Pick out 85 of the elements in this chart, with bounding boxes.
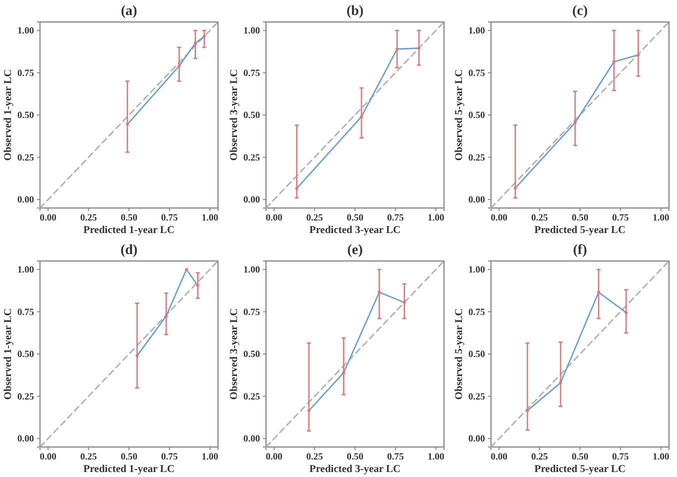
x-tick-label: 0.75 [612, 214, 630, 224]
chart-title: (d) [120, 243, 138, 258]
x-tick-label: 0.75 [386, 452, 404, 463]
line-series [126, 36, 205, 125]
x-tick-label: 0.50 [346, 214, 364, 224]
x-tick-label: 0.50 [346, 452, 364, 463]
y-axis-title: Observed 1-year LC [3, 308, 14, 400]
x-tick-label: 0.50 [572, 452, 589, 463]
y-tick-label: 1.00 [17, 265, 34, 276]
y-tick-label: 0.50 [468, 111, 486, 122]
y-tick-label: 0.00 [468, 434, 486, 445]
x-tick-label: 0.00 [40, 452, 57, 463]
y-tick-label: 0.50 [468, 350, 486, 360]
x-tick-label: 1.00 [427, 214, 444, 224]
x-tick-label: 0.50 [120, 214, 138, 224]
line-series [136, 268, 198, 356]
y-tick-label: 0.00 [17, 196, 34, 206]
x-tick-label: 0.00 [40, 214, 57, 224]
x-tick-label: 0.50 [572, 214, 589, 224]
y-tick-label: 1.00 [242, 26, 260, 36]
x-tick-label: 0.00 [265, 214, 282, 224]
x-axis-title: Predicted 3-year LC [308, 464, 400, 475]
x-axis-title: Predicted 5-year LC [534, 464, 626, 475]
y-axis-title: Observed 3-year LC [228, 69, 240, 161]
x-tick-label: 1.00 [652, 214, 670, 224]
y-tick-label: 0.25 [242, 392, 260, 402]
line-series [296, 48, 420, 190]
y-tick-label: 0.50 [17, 111, 34, 122]
y-tick-label: 0.00 [468, 196, 486, 206]
x-tick-label: 0.25 [531, 214, 548, 224]
line-series [514, 54, 639, 189]
y-axis-title: Observed 1-year LC [3, 69, 14, 161]
x-axis-title: Predicted 5-year LC [534, 225, 626, 236]
y-axis-title: Observed 3-year LC [228, 308, 240, 400]
y-tick-label: 0.25 [468, 153, 486, 164]
x-tick-label: 0.25 [531, 452, 548, 463]
chart-title: (a) [120, 4, 138, 19]
y-tick-label: 0.75 [468, 308, 486, 318]
point [184, 268, 188, 271]
chart-title: (b) [346, 4, 364, 19]
x-tick-label: 1.00 [427, 452, 444, 463]
x-tick-label: 1.00 [202, 452, 218, 463]
y-tick-label: 1.00 [468, 26, 486, 36]
x-tick-label: 0.00 [265, 452, 282, 463]
x-tick-label: 0.75 [386, 214, 404, 224]
y-tick-label: 0.00 [242, 434, 260, 445]
x-tick-label: 0.00 [490, 452, 508, 463]
chart-title: (c) [572, 4, 588, 19]
x-axis-title: Predicted 3-year LC [308, 225, 400, 236]
y-tick-label: 0.75 [242, 68, 260, 79]
x-tick-label: 0.50 [120, 452, 138, 463]
y-tick-label: 0.75 [17, 68, 34, 79]
x-axis-title: Predicted 1-year LC [83, 225, 175, 236]
x-tick-label: 0.75 [612, 452, 630, 463]
y-tick-label: 0.50 [17, 350, 34, 360]
line-series [526, 292, 627, 412]
y-tick-label: 0.25 [242, 153, 260, 164]
x-tick-label: 0.25 [80, 214, 98, 224]
x-tick-label: 0.25 [306, 214, 323, 224]
y-tick-label: 0.75 [17, 308, 34, 318]
x-tick-label: 0.75 [161, 452, 178, 463]
x-tick-label: 1.00 [652, 452, 670, 463]
y-tick-label: 0.75 [468, 68, 486, 79]
chart-title: (e) [346, 243, 363, 258]
y-tick-label: 0.50 [242, 350, 260, 360]
y-tick-label: 0.25 [17, 392, 34, 402]
x-tick-label: 0.00 [490, 214, 508, 224]
x-tick-label: 0.25 [80, 452, 98, 463]
y-tick-label: 0.50 [242, 111, 260, 122]
line-series [308, 292, 405, 412]
y-axis-title: Observed 5-year LC [454, 308, 465, 400]
x-tick-label: 0.25 [306, 452, 323, 463]
y-tick-label: 0.00 [242, 196, 260, 206]
y-tick-label: 0.25 [17, 153, 34, 164]
x-tick-label: 0.75 [161, 214, 178, 224]
y-tick-label: 1.00 [468, 265, 486, 276]
x-axis-title: Predicted 1-year LC [83, 464, 175, 475]
y-tick-label: 1.00 [17, 26, 34, 36]
y-tick-label: 0.25 [468, 392, 486, 402]
y-axis-title: Observed 5-year LC [454, 69, 465, 161]
y-tick-label: 0.75 [242, 308, 260, 318]
x-tick-label: 1.00 [202, 214, 218, 224]
y-tick-label: 1.00 [242, 265, 260, 276]
y-tick-label: 0.00 [17, 434, 34, 445]
chart-title: (f) [573, 243, 588, 258]
